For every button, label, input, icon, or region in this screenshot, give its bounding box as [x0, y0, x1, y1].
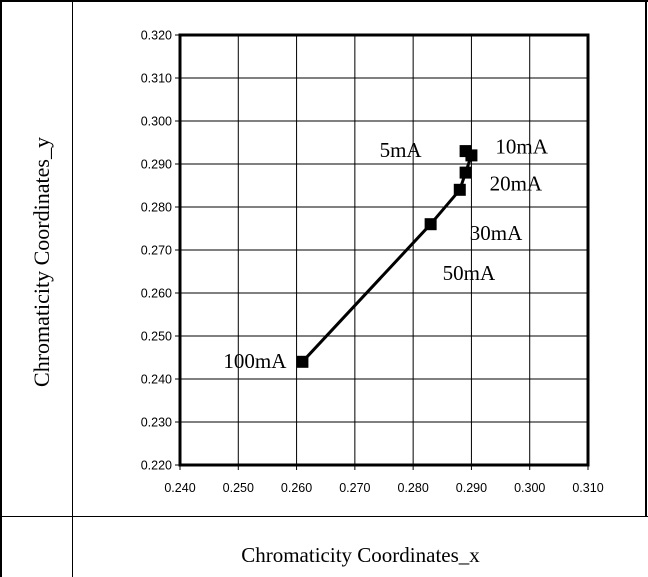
- y-tick-label: 0.320: [141, 29, 172, 43]
- grid: [180, 35, 588, 465]
- data-point-marker: [424, 218, 437, 231]
- table-row-divider: [0, 516, 648, 517]
- data-point-label: 50mA: [443, 261, 496, 285]
- x-tick-label: 0.300: [514, 481, 545, 495]
- y-tick-label: 0.300: [141, 115, 172, 129]
- y-tick-label: 0.240: [141, 373, 172, 387]
- y-tick-label: 0.280: [141, 201, 172, 215]
- series-line: [301, 149, 473, 363]
- data-point-label: 5mA: [380, 138, 423, 162]
- x-tick-label: 0.250: [223, 481, 254, 495]
- y-tick-label: 0.230: [141, 416, 172, 430]
- x-axis-title: Chromaticity Coordinates_x: [241, 543, 480, 567]
- table-right-border: [645, 0, 647, 517]
- axes: 0.240 0.250 0.260 0.270 0.280 0.290 0.300 0.310…: [141, 29, 604, 496]
- data-point-marker: [453, 183, 466, 196]
- y-tick-label: 0.250: [141, 330, 172, 344]
- data-point-label: 100mA: [223, 349, 287, 373]
- x-tick-label: 0.280: [398, 481, 429, 495]
- y-tick-label: 0.260: [141, 287, 172, 301]
- plot-area-border: [178, 33, 590, 467]
- data-series: [296, 145, 478, 368]
- data-point-label: 20mA: [490, 172, 543, 196]
- x-tick-label: 0.270: [339, 481, 370, 495]
- x-tick-label: 0.240: [164, 481, 195, 495]
- data-point-label: 30mA: [470, 221, 523, 245]
- y-tick-label: 0.220: [141, 459, 172, 473]
- data-point-marker: [296, 355, 309, 368]
- table-column-divider: [72, 0, 73, 577]
- y-tick-label: 0.310: [141, 72, 172, 86]
- data-point-marker: [465, 149, 478, 162]
- y-tick-label: 0.270: [141, 244, 172, 258]
- y-tick-label: 0.290: [141, 158, 172, 172]
- x-tick-label: 0.290: [456, 481, 487, 495]
- table-top-border: [0, 0, 648, 2]
- table-left-border: [0, 0, 2, 577]
- x-tick-label: 0.310: [572, 481, 603, 495]
- data-point-marker: [459, 166, 472, 179]
- point-labels: 5mA 10mA 20mA 30mA 50mA 100mA: [223, 134, 548, 372]
- x-tick-label: 0.260: [281, 481, 312, 495]
- data-point-label: 10mA: [495, 134, 548, 158]
